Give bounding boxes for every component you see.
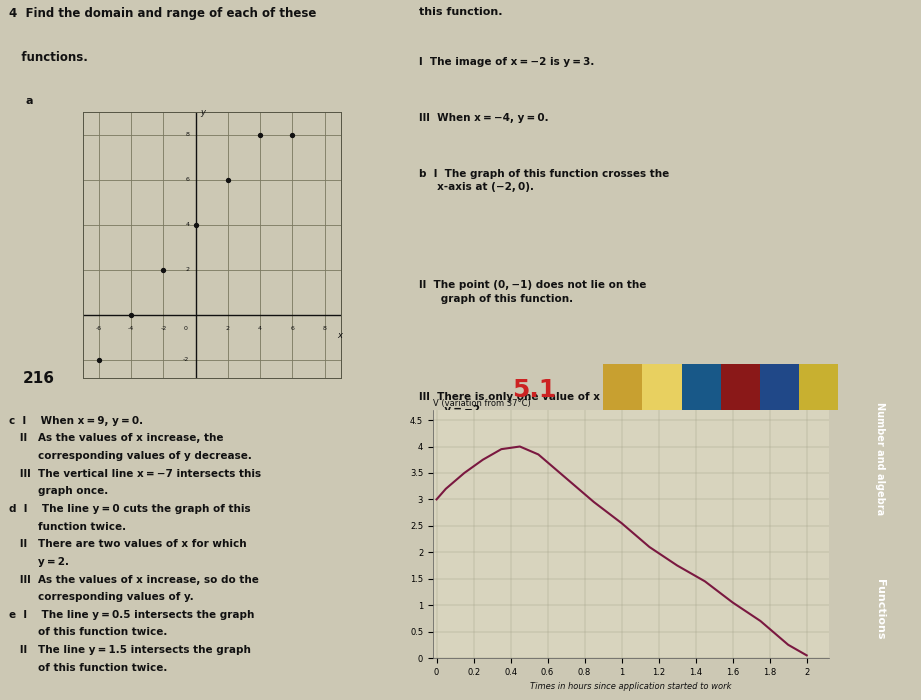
Bar bbox=[643, 364, 682, 409]
Text: ll   As the values of x increase, the: ll As the values of x increase, the bbox=[9, 433, 224, 443]
Text: x: x bbox=[337, 330, 343, 340]
Point bbox=[92, 354, 107, 365]
Text: this function.: this function. bbox=[419, 7, 503, 17]
Point bbox=[156, 264, 171, 275]
Text: d  l    The line y = 0 cuts the graph of this: d l The line y = 0 cuts the graph of thi… bbox=[9, 504, 251, 514]
Text: function twice.: function twice. bbox=[9, 522, 126, 531]
Bar bbox=[799, 364, 838, 409]
Text: y: y bbox=[201, 108, 205, 116]
Text: -2: -2 bbox=[160, 326, 167, 331]
Text: of this function twice.: of this function twice. bbox=[9, 627, 168, 638]
X-axis label: Times in hours since application started to work: Times in hours since application started… bbox=[530, 682, 731, 692]
Text: 4  Find the domain and range of each of these: 4 Find the domain and range of each of t… bbox=[9, 7, 317, 20]
Text: l  The image of x = −2 is y = 3.: l The image of x = −2 is y = 3. bbox=[419, 57, 594, 67]
Text: b  l  The graph of this function crosses the
     x-axis at (−2, 0).: b l The graph of this function crosses t… bbox=[419, 169, 670, 192]
Text: 2: 2 bbox=[226, 326, 230, 331]
Bar bbox=[682, 364, 720, 409]
Text: 6: 6 bbox=[290, 326, 295, 331]
Text: c  l    When x = 9, y = 0.: c l When x = 9, y = 0. bbox=[9, 416, 144, 426]
Text: lll  As the values of x increase, so do the: lll As the values of x increase, so do t… bbox=[9, 575, 259, 584]
Text: 0: 0 bbox=[184, 326, 188, 331]
Point bbox=[123, 309, 138, 321]
Text: 8: 8 bbox=[185, 132, 190, 137]
Bar bbox=[760, 364, 799, 409]
Text: ll  The point (0, −1) does not lie on the
      graph of this function.: ll The point (0, −1) does not lie on the… bbox=[419, 281, 647, 304]
Text: 6: 6 bbox=[185, 177, 190, 182]
Text: corresponding values of y decrease.: corresponding values of y decrease. bbox=[9, 451, 252, 461]
Text: 4: 4 bbox=[185, 222, 190, 228]
Point bbox=[221, 174, 236, 186]
Text: corresponding values of y.: corresponding values of y. bbox=[9, 592, 194, 602]
Text: y = 2.: y = 2. bbox=[9, 557, 69, 567]
Bar bbox=[603, 364, 643, 409]
Text: -4: -4 bbox=[128, 326, 134, 331]
Text: 4: 4 bbox=[258, 326, 262, 331]
Bar bbox=[720, 364, 760, 409]
Text: lll  When x = −4, y = 0.: lll When x = −4, y = 0. bbox=[419, 113, 549, 123]
Point bbox=[252, 129, 268, 140]
Text: 8: 8 bbox=[322, 326, 327, 331]
Text: functions.: functions. bbox=[9, 51, 88, 64]
Text: of this function twice.: of this function twice. bbox=[9, 663, 168, 673]
Text: a: a bbox=[26, 95, 33, 106]
Text: 216: 216 bbox=[23, 371, 55, 386]
Text: lll  There is only one value of x for which
       y = −2.: lll There is only one value of x for whi… bbox=[419, 392, 659, 415]
Text: graph once.: graph once. bbox=[9, 486, 109, 496]
Point bbox=[188, 219, 203, 230]
Text: V (variation from 37°C): V (variation from 37°C) bbox=[433, 400, 530, 408]
Text: e  l    The line y = 0.5 intersects the graph: e l The line y = 0.5 intersects the grap… bbox=[9, 610, 254, 620]
Text: ll   There are two values of x for which: ll There are two values of x for which bbox=[9, 539, 247, 550]
Text: 2: 2 bbox=[185, 267, 190, 272]
Text: ll   The line y = 1.5 intersects the graph: ll The line y = 1.5 intersects the graph bbox=[9, 645, 251, 655]
Text: lll  The vertical line x = −7 intersects this: lll The vertical line x = −7 intersects … bbox=[9, 469, 262, 479]
Text: -2: -2 bbox=[183, 358, 190, 363]
Text: -6: -6 bbox=[96, 326, 102, 331]
Text: Number and algebra: Number and algebra bbox=[875, 402, 884, 515]
Text: Functions: Functions bbox=[875, 579, 884, 639]
Text: 5.1: 5.1 bbox=[512, 378, 556, 402]
Point bbox=[285, 129, 299, 140]
